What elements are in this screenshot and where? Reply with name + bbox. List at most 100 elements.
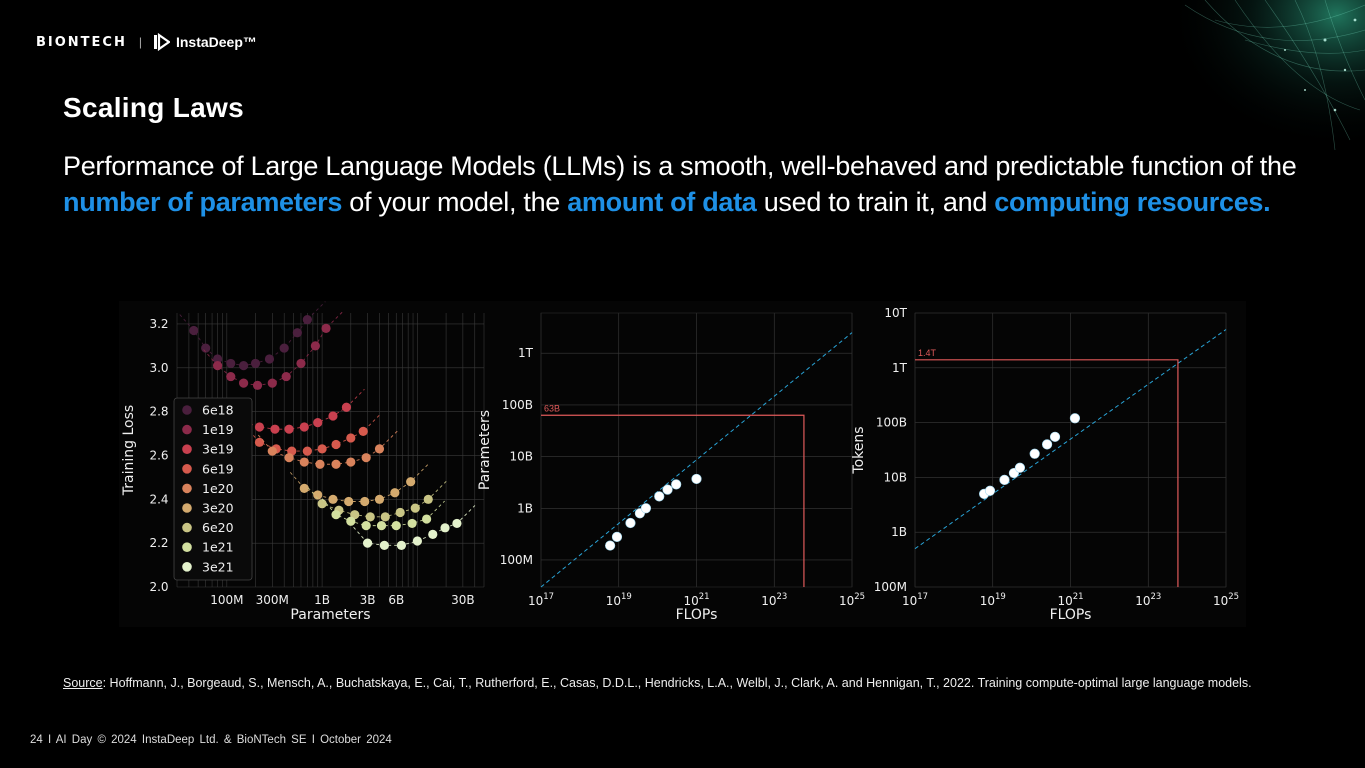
data-point-3e21 <box>379 540 389 550</box>
y-tick-label: 2.8 <box>149 405 168 419</box>
data-point-1e20 <box>346 457 356 467</box>
data-point-3e21 <box>412 536 422 546</box>
highlight-parameters: number of parameters <box>63 187 343 217</box>
data-point <box>984 485 996 496</box>
x-tick-label: 1025 <box>839 592 865 608</box>
data-point-6e18 <box>302 314 312 325</box>
x-tick-label: 1017 <box>528 592 554 608</box>
x-axis-label: FLOPs <box>676 607 718 623</box>
legend-marker-3e20 <box>182 503 192 513</box>
x-tick-label: 6B <box>388 593 404 607</box>
data-point <box>1041 439 1053 450</box>
data-point-6e20 <box>423 494 433 504</box>
data-point-6e19 <box>302 446 312 456</box>
data-point-1e21 <box>361 521 371 531</box>
data-point-3e19 <box>284 424 294 434</box>
y-tick-label: 1T <box>518 346 534 360</box>
y-tick-label: 100B <box>502 398 533 412</box>
intro-text-1: Performance of Large Language Models (LL… <box>63 151 1297 181</box>
x-tick-label: 1025 <box>1213 592 1239 608</box>
data-point-6e18 <box>239 361 249 371</box>
data-point <box>671 479 682 490</box>
legend-marker-3e19 <box>182 444 192 454</box>
y-tick-label: 1B <box>891 525 907 539</box>
legend-label-3e20: 3e20 <box>202 501 234 516</box>
data-point-1e19 <box>252 380 263 390</box>
legend-marker-6e19 <box>182 464 192 474</box>
legend-marker-6e18 <box>182 405 192 415</box>
y-tick-label: 1B <box>517 501 533 515</box>
data-point-6e18 <box>292 328 302 338</box>
source-label[interactable]: Source <box>63 676 103 690</box>
data-point-1e20 <box>267 446 277 456</box>
data-point-3e20 <box>390 488 400 498</box>
legend-label-6e20: 6e20 <box>202 520 234 535</box>
data-point-1e20 <box>284 453 294 463</box>
data-point-1e20 <box>361 453 371 463</box>
data-point-3e20 <box>328 494 338 504</box>
legend-marker-1e20 <box>182 483 192 494</box>
x-tick-label: 1021 <box>683 592 709 608</box>
data-point-3e20 <box>344 496 354 507</box>
fit-curve-1e20 <box>257 430 398 465</box>
data-point <box>1029 448 1040 459</box>
data-point-6e19 <box>331 439 341 450</box>
intro-text-2: of your model, the <box>342 187 568 217</box>
data-point <box>1069 413 1081 424</box>
highlight-label: 1.4T <box>918 348 937 358</box>
data-point <box>1014 462 1026 473</box>
data-point-1e19 <box>296 358 306 369</box>
data-point-1e19 <box>310 341 320 351</box>
data-point-1e20 <box>315 459 325 469</box>
instadeep-logo-text: InstaDeep™ <box>175 34 257 50</box>
y-tick-label: 10B <box>509 450 533 464</box>
legend-label-6e18: 6e18 <box>202 403 234 418</box>
data-point <box>999 474 1010 486</box>
data-point <box>611 531 623 542</box>
data-point-6e18 <box>250 358 261 369</box>
legend-marker-3e21 <box>182 562 192 572</box>
optimal-highlight-line <box>915 359 1179 587</box>
footer: 24 I AI Day © 2024 InstaDeep Ltd. & BioN… <box>30 734 392 746</box>
y-axis-label: Tokens <box>851 426 867 474</box>
data-point-3e21 <box>428 529 438 539</box>
highlight-data: amount of data <box>567 187 757 217</box>
data-point-6e18 <box>279 343 289 353</box>
data-point-1e21 <box>422 514 432 524</box>
data-point-6e18 <box>201 343 211 353</box>
decorative-network-graphic <box>1175 0 1365 150</box>
data-point-3e21 <box>396 540 407 550</box>
highlight-label: 63B <box>544 403 560 413</box>
data-point-6e18 <box>226 358 236 369</box>
fit-curve-1e19 <box>203 310 345 386</box>
plot-frame <box>540 312 853 588</box>
y-tick-label: 100B <box>876 416 907 430</box>
y-axis-label: Training Loss <box>121 405 137 496</box>
logo-separator: | <box>138 35 142 49</box>
x-tick-label: 1023 <box>1135 592 1161 608</box>
legend-label-1e19: 1e19 <box>202 422 234 437</box>
data-point-6e19 <box>358 426 368 436</box>
data-point-1e20 <box>299 457 309 467</box>
intro-paragraph: Performance of Large Language Models (LL… <box>63 148 1313 220</box>
data-point-1e21 <box>407 518 417 529</box>
x-tick-label: 1019 <box>980 592 1006 608</box>
data-point-6e20 <box>380 512 390 522</box>
scaling-laws-figure: 2.0 2.2 2.4 2.6 2.8 3.0 3.2 100M 300M 1B 3B 6B 30B Pa… <box>119 301 1246 627</box>
plot-frame <box>914 312 1227 588</box>
data-point-1e19 <box>321 323 331 333</box>
data-point-6e20 <box>317 499 327 509</box>
legend-marker-1e21 <box>182 542 192 552</box>
data-point-1e21 <box>331 510 341 520</box>
optimal-highlight-line <box>541 414 805 587</box>
data-point-6e20 <box>365 512 375 522</box>
intro-end: . <box>1263 187 1271 217</box>
instadeep-logo: InstaDeep™ <box>153 33 257 51</box>
fit-curve-6e20 <box>307 481 447 518</box>
y-tick-label: 3.0 <box>149 361 168 375</box>
data-point-3e19 <box>341 402 352 412</box>
data-point <box>691 473 702 485</box>
data-point-3e19 <box>313 418 323 428</box>
legend-label-3e19: 3e19 <box>202 442 234 457</box>
data-point <box>605 540 616 551</box>
